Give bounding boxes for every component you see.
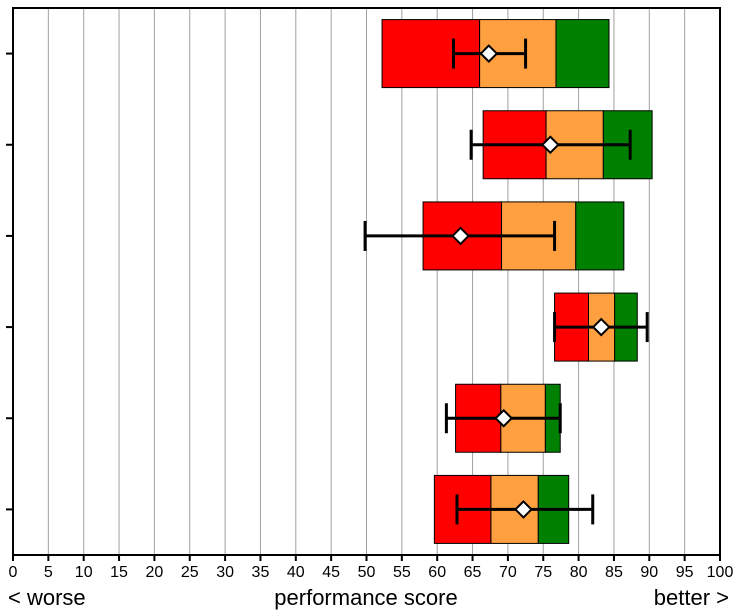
x-tick-label: 0 — [9, 564, 18, 581]
x-axis-title: performance score — [274, 585, 457, 610]
row-1 — [381, 19, 610, 89]
data-rows — [363, 19, 653, 544]
x-tick-label: 50 — [358, 564, 376, 581]
axes: 0 5 10 15 20 25 30 35 40 45 50 55 60 65 70 75 80 85 90 95 10… — [6, 7, 734, 581]
row-3 — [363, 201, 625, 271]
x-tick-label: 65 — [464, 564, 482, 581]
x-tick-label: 40 — [287, 564, 305, 581]
x-tick-label: 25 — [181, 564, 199, 581]
row-5 — [444, 383, 562, 453]
x-tick-label: 75 — [534, 564, 552, 581]
x-axis-better-label: better > — [654, 585, 729, 610]
x-tick-label: 20 — [146, 564, 164, 581]
x-tick-label: 100 — [707, 564, 734, 581]
x-tick-label: 35 — [252, 564, 270, 581]
mean-marker — [494, 408, 514, 428]
x-tick-label: 60 — [428, 564, 446, 581]
mean-marker — [451, 226, 470, 246]
x-tick-label: 10 — [75, 564, 93, 581]
x-tick-label: 55 — [393, 564, 411, 581]
x-tick-label: 80 — [570, 564, 588, 581]
x-tick-label: 85 — [605, 564, 623, 581]
mean-marker — [591, 317, 611, 337]
mean-marker — [479, 44, 499, 63]
x-tick-label: 90 — [640, 564, 658, 581]
x-tick-label: 45 — [322, 564, 340, 581]
mean-marker — [514, 500, 533, 519]
row-2 — [469, 110, 653, 180]
green-segment — [555, 19, 610, 89]
x-tick-label: 15 — [110, 564, 128, 581]
row-6 — [433, 474, 595, 544]
x-tick-label: 95 — [676, 564, 694, 581]
x-tick-label: 70 — [499, 564, 517, 581]
green-segment — [575, 201, 625, 271]
x-tick-label: 5 — [44, 564, 53, 581]
grid-lines — [47, 8, 686, 555]
mean-marker — [540, 135, 560, 155]
x-tick-label: 30 — [216, 564, 234, 581]
x-axis-worse-label: < worse — [8, 585, 86, 610]
row-4 — [553, 292, 649, 362]
